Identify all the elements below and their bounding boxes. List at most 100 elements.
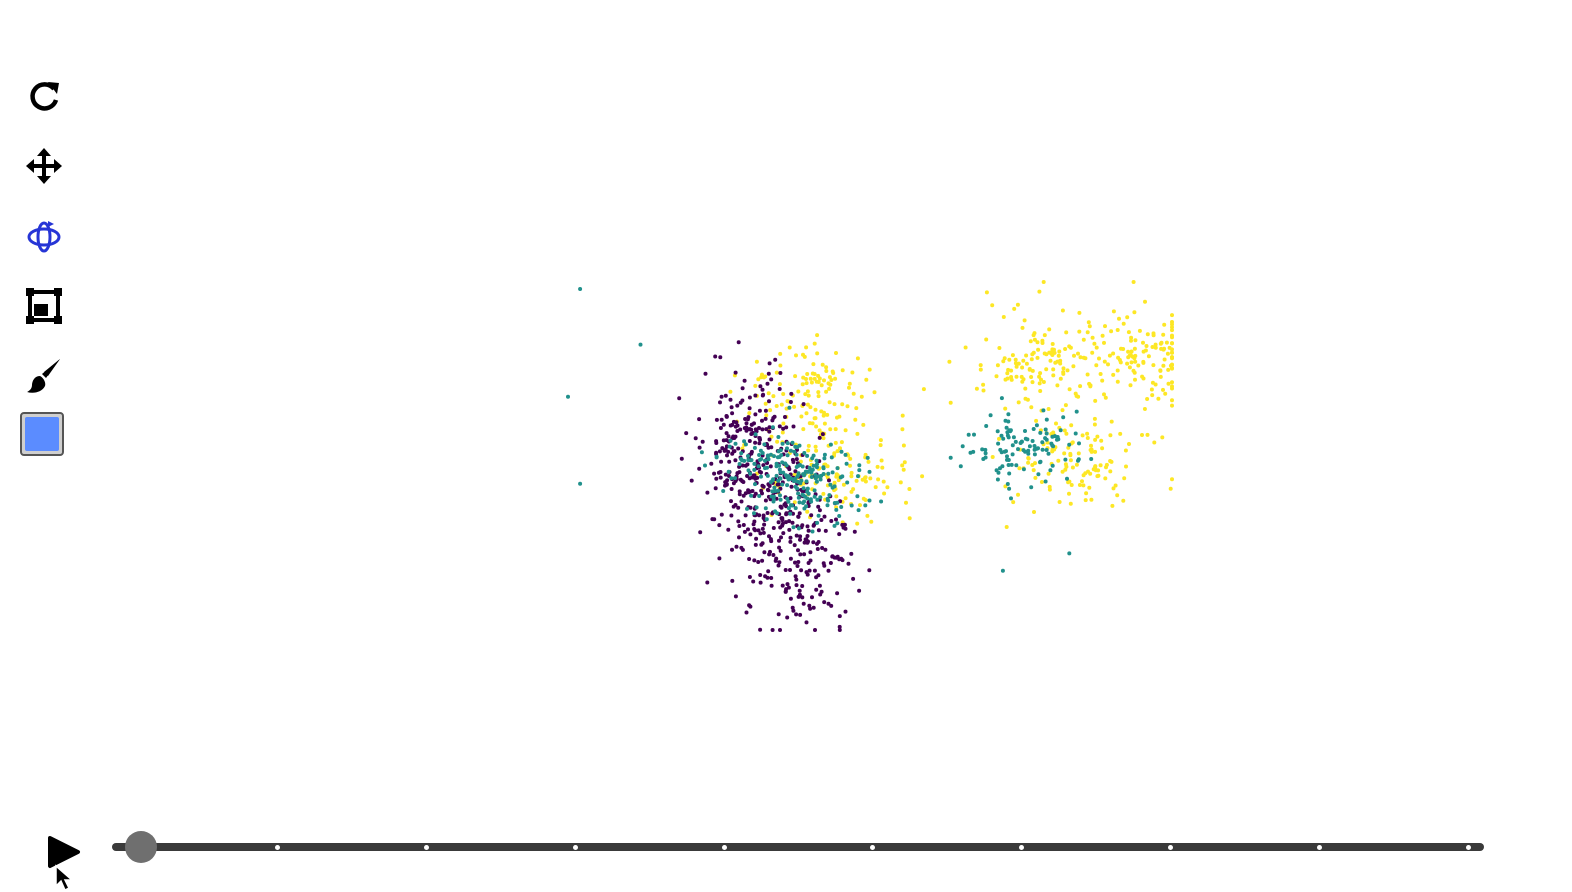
data-point: [1167, 345, 1172, 350]
data-point: [714, 454, 719, 459]
data-point: [805, 453, 810, 458]
data-point: [1103, 476, 1108, 481]
data-point: [719, 459, 724, 464]
data-point: [1038, 389, 1043, 393]
slider-tick[interactable]: [870, 845, 876, 850]
slider-tick[interactable]: [721, 845, 727, 850]
data-point: [729, 499, 733, 504]
pan-button[interactable]: [20, 142, 68, 190]
data-point: [835, 521, 840, 526]
data-point: [771, 394, 776, 399]
data-point: [804, 537, 809, 542]
data-point: [566, 394, 570, 399]
data-point: [1029, 357, 1034, 362]
data-point: [777, 560, 782, 565]
data-point: [714, 476, 719, 481]
data-point: [1165, 351, 1170, 356]
data-point: [849, 551, 854, 556]
data-point: [1170, 325, 1174, 330]
data-point: [1062, 428, 1067, 433]
data-point: [788, 568, 792, 572]
data-point: [1094, 363, 1099, 368]
play-button[interactable]: [44, 830, 84, 874]
data-point: [1170, 366, 1174, 371]
data-point: [1067, 344, 1072, 349]
data-point: [801, 427, 806, 432]
data-point: [1125, 361, 1130, 366]
data-point: [769, 445, 774, 450]
data-point: [752, 558, 757, 563]
data-point: [803, 392, 808, 397]
data-point: [820, 432, 825, 437]
data-point: [748, 471, 753, 476]
timeline-slider[interactable]: [112, 831, 1484, 863]
data-point: [741, 480, 746, 484]
brush-button[interactable]: [20, 352, 68, 400]
data-point: [816, 394, 821, 399]
slider-tick[interactable]: [423, 845, 429, 850]
data-point: [747, 439, 752, 443]
data-point: [796, 514, 801, 519]
data-point: [1030, 380, 1035, 385]
data-point: [1038, 371, 1043, 376]
slider-handle[interactable]: [125, 831, 158, 863]
data-point: [1170, 335, 1174, 340]
slider-tick[interactable]: [1317, 845, 1323, 850]
color-picker-button[interactable]: [20, 412, 64, 456]
data-point: [791, 608, 796, 613]
data-point: [801, 486, 806, 491]
data-point: [741, 523, 746, 527]
data-point: [821, 466, 826, 471]
slider-track[interactable]: [112, 843, 1484, 851]
data-point: [999, 433, 1004, 438]
data-point: [834, 494, 839, 499]
data-point: [781, 392, 786, 396]
data-point: [733, 458, 738, 463]
data-point: [873, 485, 878, 490]
data-point: [1093, 398, 1098, 403]
data-point: [753, 427, 758, 432]
data-point: [1164, 340, 1169, 345]
data-point: [828, 427, 833, 432]
data-point: [1051, 444, 1056, 449]
data-point: [907, 487, 912, 491]
data-point: [814, 479, 819, 484]
data-point: [749, 422, 754, 427]
data-point: [860, 477, 865, 482]
data-point: [737, 524, 742, 528]
data-point: [710, 517, 715, 522]
slider-tick[interactable]: [572, 845, 578, 850]
data-point: [780, 482, 785, 487]
data-point: [787, 519, 792, 524]
data-point: [822, 378, 826, 383]
data-point: [809, 475, 814, 479]
slider-tick[interactable]: [274, 845, 280, 850]
data-point: [1158, 368, 1163, 373]
data-point: [1020, 325, 1025, 330]
data-point: [853, 417, 858, 422]
data-point: [805, 540, 810, 545]
data-point: [1007, 357, 1012, 362]
data-point: [829, 378, 834, 382]
data-point: [948, 455, 953, 460]
slider-tick[interactable]: [1466, 845, 1471, 850]
data-point: [805, 389, 810, 394]
zoom-box-button[interactable]: [20, 282, 68, 330]
box-select-icon: [26, 288, 62, 324]
data-point: [753, 542, 758, 547]
data-point: [793, 560, 797, 565]
data-point: [1097, 356, 1101, 361]
data-point: [829, 519, 834, 523]
data-point: [795, 445, 800, 450]
data-point: [754, 359, 759, 364]
data-point: [785, 496, 790, 501]
reset-view-button[interactable]: [20, 72, 68, 120]
orbit-rotate-button[interactable]: [20, 212, 68, 260]
data-point: [815, 497, 820, 502]
slider-tick[interactable]: [1168, 845, 1174, 850]
slider-tick[interactable]: [1019, 845, 1025, 850]
data-point: [780, 518, 785, 523]
data-point: [780, 583, 785, 588]
data-point: [807, 568, 812, 573]
